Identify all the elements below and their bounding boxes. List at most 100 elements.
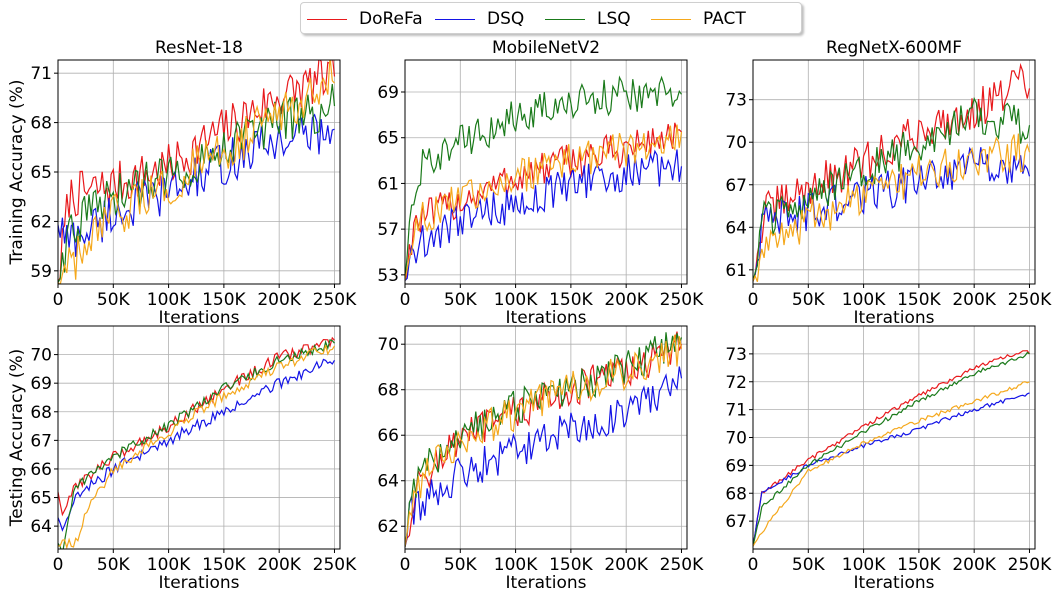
panel-2-xtick-label-4: 200K	[604, 290, 648, 310]
panel-5-xtick-label-0: 0	[400, 555, 411, 575]
panel-4-ytick-label-4: 68	[30, 403, 52, 423]
panel-5-xtick-label-3: 150K	[549, 555, 593, 575]
legend-label-pact: PACT	[703, 9, 746, 29]
legend-item-dsq: DSQ	[435, 3, 524, 35]
panel-2-xlabel: Iterations	[506, 308, 587, 328]
panel-1-xtick-label-1: 50K	[97, 290, 131, 310]
panel-5-series-dsq	[405, 366, 683, 547]
panel-5-ytick-label-4: 70	[377, 335, 399, 355]
legend-item-dorefa: DoReFa	[307, 3, 423, 35]
panel-3-ytick-label-0: 61	[725, 261, 747, 281]
panel-5-xtick-label-5: 250K	[660, 555, 704, 575]
panel-1-ytick-label-1: 62	[30, 212, 52, 232]
panel-4-ytick-label-1: 65	[30, 489, 52, 509]
panel-1-ytick-label-0: 59	[30, 262, 52, 282]
panel-1-xtick-label-2: 100K	[147, 290, 191, 310]
panel-5-xtick-label-2: 100K	[494, 555, 538, 575]
panel-4-xtick-label-4: 200K	[257, 555, 301, 575]
panel-4-ytick-label-2: 66	[30, 460, 52, 480]
panel-1: 0 50K 100K 150K 200K 250K 59 62 65 68 71 ResNet-18 I…	[7, 38, 357, 328]
panel-2-ytick-label-3: 65	[377, 129, 399, 149]
panel-5-ytick-label-3: 68	[377, 381, 399, 401]
panel-4-ytick-label-0: 64	[30, 517, 52, 537]
panel-3-series-pact	[753, 133, 1031, 283]
panel-1-xlabel: Iterations	[159, 308, 240, 328]
panel-3-xtick-label-4: 200K	[952, 290, 996, 310]
panel-1-xtick-label-5: 250K	[313, 290, 357, 310]
panel-1-xtick-label-3: 150K	[202, 290, 246, 310]
panel-6-ytick-label-6: 73	[725, 345, 747, 365]
panel-1-xtick-label-0: 0	[53, 290, 64, 310]
panel-3-xtick-label-2: 100K	[842, 290, 886, 310]
panel-2-series-dorefa	[405, 122, 682, 281]
panel-3-xlabel: Iterations	[854, 308, 935, 328]
panel-2-ytick-label-2: 61	[377, 174, 399, 194]
legend-swatch-lsq	[545, 18, 585, 20]
panel-2-xtick-label-2: 100K	[494, 290, 538, 310]
panel-4-xtick-label-0: 0	[53, 555, 64, 575]
panel-3-ytick-label-2: 67	[725, 176, 747, 196]
panel-2-frame	[404, 59, 688, 285]
panel-2-ytick-label-4: 69	[377, 83, 399, 103]
panel-2-ytick-label-0: 53	[377, 266, 399, 286]
legend-swatch-dsq	[435, 18, 475, 20]
panel-5-ytick-label-2: 66	[377, 426, 399, 446]
panel-1-series-pact	[58, 60, 335, 284]
panel-5-series-lsq	[405, 332, 683, 547]
panel-4-ytick-label-3: 67	[30, 431, 52, 451]
panel-4-series-dsq	[58, 358, 336, 532]
panel-5-ytick-label-1: 64	[377, 472, 399, 492]
panel-6-ytick-label-3: 70	[725, 429, 747, 449]
legend-label-dorefa: DoReFa	[359, 9, 423, 29]
panel-5: 0 50K 100K 150K 200K 250K 62 64 66 68 70 Iterations	[377, 325, 704, 593]
panel-3-xtick-label-1: 50K	[792, 290, 826, 310]
panel-6-ytick-label-2: 69	[725, 456, 747, 476]
panel-4: 0 50K 100K 150K 200K 250K 64 65 66 67 68 69 70 Iterat…	[7, 325, 357, 593]
panel-2-ytick-label-1: 57	[377, 220, 399, 240]
panel-1-ytick-label-4: 71	[30, 64, 52, 84]
panel-4-xtick-label-5: 250K	[313, 555, 357, 575]
panel-6-series-dorefa	[753, 350, 1030, 547]
panel-6-xtick-label-1: 50K	[792, 555, 826, 575]
panel-6-series-lsq	[753, 351, 1030, 547]
panel-5-xtick-label-4: 200K	[604, 555, 648, 575]
panel-5-xlabel: Iterations	[506, 573, 587, 593]
panel-4-xlabel: Iterations	[159, 573, 240, 593]
panel-3: 0 50K 100K 150K 200K 250K 61 64 67 70 73 RegNetX-60…	[725, 38, 1052, 328]
panel-6-xtick-label-3: 150K	[897, 555, 941, 575]
panel-4-xtick-label-3: 150K	[202, 555, 246, 575]
panel-6-xtick-label-5: 250K	[1008, 555, 1052, 575]
panel-3-ytick-label-3: 70	[725, 133, 747, 153]
panel-2-series-lsq	[405, 75, 682, 281]
panel-3-series-lsq	[753, 96, 1031, 282]
panel-5-series-dorefa	[405, 331, 683, 547]
legend: DoReFa DSQ LSQ PACT	[300, 2, 802, 34]
panel-6-ytick-label-4: 71	[725, 401, 747, 421]
panel-1-xtick-label-4: 200K	[257, 290, 301, 310]
panel-5-series-pact	[405, 334, 683, 547]
panel-4-ylabel: Testing Accuracy (%)	[7, 349, 27, 528]
panel-5-frame	[404, 325, 688, 550]
panel-3-xtick-label-5: 250K	[1008, 290, 1052, 310]
panel-3-frame	[752, 59, 1036, 285]
panel-2-title: MobileNetV2	[492, 38, 600, 58]
panel-4-frame	[57, 325, 341, 550]
panel-3-xtick-label-3: 150K	[897, 290, 941, 310]
panel-6-xlabel: Iterations	[854, 573, 935, 593]
legend-swatch-pact	[651, 18, 691, 20]
panel-6-ytick-label-1: 68	[725, 484, 747, 504]
panel-6-xtick-label-2: 100K	[842, 555, 886, 575]
panel-3-ytick-label-4: 73	[725, 91, 747, 111]
panel-2-xtick-label-3: 150K	[549, 290, 593, 310]
legend-label-lsq: LSQ	[597, 9, 631, 29]
panel-1-ylabel: Training Accuracy (%)	[7, 80, 27, 266]
panel-1-title: ResNet-18	[155, 38, 243, 58]
legend-label-dsq: DSQ	[487, 9, 525, 29]
panel-4-xtick-label-1: 50K	[97, 555, 131, 575]
panel-3-series-dsq	[753, 146, 1031, 282]
panel-2-series-pact	[405, 124, 683, 281]
panel-3-title: RegNetX-600MF	[826, 38, 962, 58]
panel-1-series-dorefa	[58, 60, 336, 283]
panel-2: 0 50K 100K 150K 200K 250K 53 57 61 65 69 MobileNetV…	[377, 38, 704, 328]
